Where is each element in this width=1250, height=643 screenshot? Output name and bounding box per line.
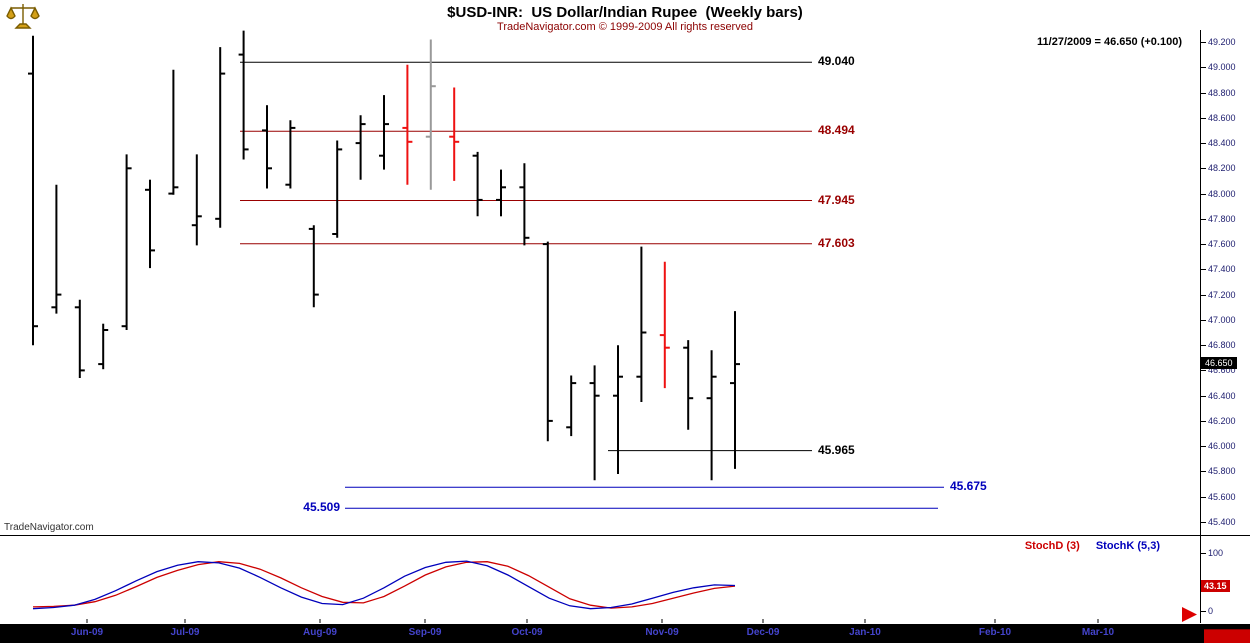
month-label: Feb-10 <box>978 627 1012 638</box>
price-axis-label: 47.600 <box>1201 239 1236 250</box>
month-label: Oct-09 <box>511 627 543 638</box>
price-axis-label: 46.000 <box>1201 441 1236 452</box>
month-label: Nov-09 <box>645 627 679 638</box>
month-label: Mar-10 <box>1081 627 1115 638</box>
price-axis-label: 47.000 <box>1201 314 1236 325</box>
price-axis-label: 48.200 <box>1201 163 1236 174</box>
price-axis-label: 46.400 <box>1201 390 1236 401</box>
price-axis-label: 46.800 <box>1201 340 1236 351</box>
level-label: 45.509 <box>303 500 340 515</box>
stochastic-row: StochD (3) StochK (5,3) 100 0 43.15 <box>0 536 1250 625</box>
legend-stochk: StochK (5,3) <box>1095 540 1160 552</box>
stochastic-legend: StochD (3) StochK (5,3) <box>1025 540 1160 552</box>
month-label: Jun-09 <box>70 627 104 638</box>
stoch-line <box>32 560 736 610</box>
price-axis-label: 45.400 <box>1201 517 1236 527</box>
legend-stochd: StochD (3) <box>1024 540 1080 552</box>
price-axis-label: 46.200 <box>1201 415 1236 426</box>
price-axis-label: 47.400 <box>1201 264 1236 275</box>
watermark: TradeNavigator.com <box>4 522 94 533</box>
level-label: 45.965 <box>818 442 855 457</box>
price-chart-plot-area[interactable]: TradeNavigator.com 49.040 48.494 47.945 47.… <box>0 30 1201 535</box>
price-axis-label: 48.400 <box>1201 138 1236 149</box>
chart-title: $USD-INR: US Dollar/Indian Rupee (Weekly… <box>447 4 803 21</box>
level-label: 49.040 <box>818 54 855 69</box>
month-label: Aug-09 <box>303 627 337 638</box>
price-axis: 46.650 49.200 49.000 48.800 48.600 48.400 48.… <box>1201 30 1250 535</box>
price-axis-label: 49.200 <box>1201 37 1236 47</box>
stoch-axis-label-100: 100 <box>1200 548 1224 558</box>
price-axis-label: 48.800 <box>1201 87 1236 98</box>
stoch-line <box>32 561 736 609</box>
month-label: Jan-10 <box>849 627 881 638</box>
price-axis-label: 45.600 <box>1201 491 1236 502</box>
level-label: 47.603 <box>818 235 855 250</box>
month-label: Dec-09 <box>746 627 780 638</box>
price-axis-label: 47.800 <box>1201 213 1236 224</box>
month-label: Sep-09 <box>408 627 442 638</box>
chart-header: $USD-INR: US Dollar/Indian Rupee (Weekly… <box>0 0 1250 33</box>
time-axis-strip: Jun-09 Jul-09 Aug-09 Sep-09 Oct-09 Nov-09 Dec-… <box>0 624 1250 643</box>
level-label: 45.675 <box>950 479 987 494</box>
stoch-axis-label-0: 0 <box>1200 606 1214 616</box>
level-label: 47.945 <box>818 192 855 207</box>
price-axis-label: 46.600 <box>1201 365 1236 376</box>
price-axis-label: 47.200 <box>1201 289 1236 300</box>
last-quote-annotation: 11/27/2009 = 46.650 (+0.100) <box>1037 36 1182 48</box>
scroll-right-arrow-icon[interactable] <box>1182 607 1197 622</box>
level-label: 48.494 <box>818 123 855 138</box>
copyright-subtitle: TradeNavigator.com © 1999-2009 All right… <box>497 21 753 33</box>
price-axis-label: 45.800 <box>1201 466 1236 477</box>
price-axis-label: 49.000 <box>1201 62 1236 73</box>
month-label: Jul-09 <box>170 627 200 638</box>
stoch-current-value-badge: 43.15 <box>1201 579 1230 592</box>
stochastic-axis: 100 0 43.15 <box>1200 536 1250 624</box>
bottom-right-red-box <box>1204 629 1250 643</box>
price-chart-row: TradeNavigator.com 49.040 48.494 47.945 47.… <box>0 30 1250 536</box>
gold-scales-logo-icon <box>6 1 40 31</box>
stochastic-svg <box>32 560 1197 623</box>
price-axis-label: 48.600 <box>1201 112 1236 123</box>
price-axis-label: 48.000 <box>1201 188 1236 199</box>
stochastic-plot-area[interactable]: StochD (3) StochK (5,3) <box>0 536 1201 623</box>
price-chart-svg <box>28 30 944 509</box>
last-price-badge: 46.650 <box>1201 357 1237 370</box>
